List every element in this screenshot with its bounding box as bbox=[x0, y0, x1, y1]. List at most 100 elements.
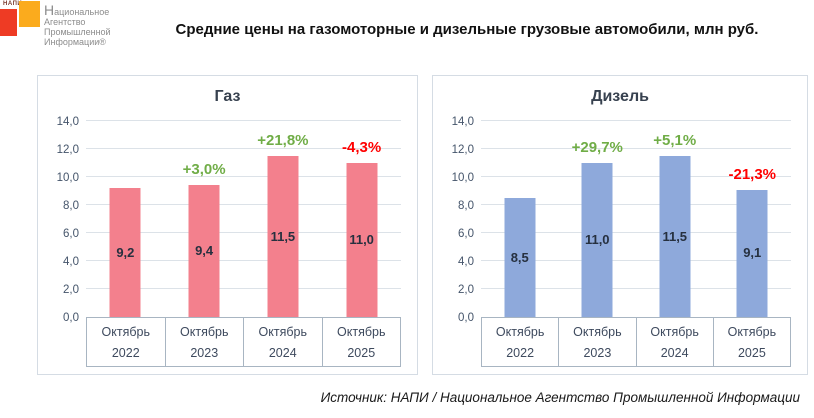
plot-cells: 9,2 9,4 +3,0% 11,5 +21,8% 11,0 -4,3% bbox=[86, 121, 401, 317]
bar: 8,5 bbox=[504, 198, 536, 317]
bar-value-label: 11,0 bbox=[584, 232, 610, 247]
gridline bbox=[86, 288, 401, 289]
bar: 11,0 bbox=[346, 163, 378, 317]
x-month-label: Октябрь bbox=[258, 325, 307, 339]
y-tick-label: 4,0 bbox=[458, 256, 474, 268]
y-tick-label: 10,0 bbox=[451, 172, 474, 184]
chart-title: Дизель bbox=[591, 88, 649, 105]
chart-body: 0,0 2,0 4,0 6,0 8,0 10,0 12,0 14,0 8,5 11,0 +29,7… bbox=[433, 116, 807, 324]
header: НАПИ Национальное Агентство Промышленной… bbox=[0, 0, 814, 75]
bar-cell: 8,5 bbox=[481, 121, 559, 317]
y-tick-label: 2,0 bbox=[63, 284, 79, 296]
logo-red-square bbox=[0, 9, 17, 36]
pct-change-label: +29,7% bbox=[571, 139, 623, 156]
gridline bbox=[86, 176, 401, 177]
pct-change-label: +3,0% bbox=[182, 161, 226, 179]
gridline bbox=[481, 204, 791, 205]
logo-text-line: Промышленной bbox=[44, 27, 111, 37]
x-category-label: Октябрь 2024 bbox=[243, 318, 322, 366]
x-category-label: Октябрь 2025 bbox=[712, 318, 790, 366]
gridline bbox=[86, 148, 401, 149]
logo-text: Национальное Агентство Промышленной Инфо… bbox=[44, 2, 111, 47]
y-tick-label: 8,0 bbox=[63, 200, 79, 212]
x-year-label: 2025 bbox=[737, 346, 766, 360]
gridline bbox=[481, 176, 791, 177]
bar: 11,5 bbox=[267, 156, 299, 317]
x-month-label: Октябрь bbox=[573, 325, 622, 339]
bar-value-label: 11,5 bbox=[270, 228, 296, 244]
bar-value-label: 11,0 bbox=[349, 232, 374, 247]
bar-cell: 11,0 -4,3% bbox=[322, 121, 401, 317]
pct-change-label: +5,1% bbox=[653, 132, 697, 149]
bar: 9,2 bbox=[109, 188, 141, 317]
y-tick-label: 6,0 bbox=[458, 228, 474, 240]
chart-body: 0,0 2,0 4,0 6,0 8,0 10,0 12,0 14,0 9,2 9,4 +3,0% 1… bbox=[38, 116, 417, 324]
gridline bbox=[481, 260, 791, 261]
gridline bbox=[481, 120, 791, 121]
bar-cell: 11,0 +29,7% bbox=[559, 121, 637, 317]
charts-row: Газ 0,0 2,0 4,0 6,0 8,0 10,0 12,0 14,0 9,2 9,4 +3… bbox=[37, 75, 814, 375]
x-month-label: Октябрь bbox=[650, 325, 699, 339]
plot-area: 8,5 11,0 +29,7% 11,5 +5,1% 9,1 -21,3% bbox=[481, 120, 791, 317]
chart-title: Газ bbox=[214, 88, 241, 105]
x-year-label: 2025 bbox=[347, 346, 376, 360]
bar-cell: 9,2 bbox=[86, 121, 165, 317]
chart-panel: Дизель 0,0 2,0 4,0 6,0 8,0 10,0 12,0 14,0 8,5 11… bbox=[432, 75, 808, 375]
x-year-label: 2024 bbox=[268, 346, 297, 360]
bar: 9,4 bbox=[188, 185, 220, 317]
x-year-label: 2022 bbox=[111, 346, 140, 360]
x-category-label: Октябрь 2025 bbox=[321, 318, 401, 366]
x-axis: Октябрь 2022 Октябрь 2023 Октябрь 2024 Октябрь… bbox=[481, 317, 791, 367]
x-year-label: 2023 bbox=[583, 346, 612, 360]
bar-value-label: 9,1 bbox=[743, 245, 762, 261]
logo-text-line: Информации® bbox=[44, 37, 106, 47]
bar-value-label: 9,2 bbox=[116, 244, 135, 260]
x-month-label: Октябрь bbox=[180, 325, 229, 339]
bar-value-label: 11,5 bbox=[662, 228, 688, 244]
y-tick-label: 10,0 bbox=[56, 172, 79, 184]
y-tick-label: 14,0 bbox=[451, 116, 474, 128]
logo-text-line: Национальное bbox=[44, 2, 110, 18]
y-tick-label: 4,0 bbox=[63, 256, 79, 268]
x-month-label: Октябрь bbox=[337, 325, 386, 339]
plot-area: 9,2 9,4 +3,0% 11,5 +21,8% 11,0 -4,3% bbox=[86, 120, 401, 317]
page-title: Средние цены на газомоторные и дизельные… bbox=[175, 21, 759, 38]
y-axis: 0,0 2,0 4,0 6,0 8,0 10,0 12,0 14,0 bbox=[433, 116, 481, 324]
bar-cell: 9,1 -21,3% bbox=[714, 121, 792, 317]
gridline bbox=[86, 120, 401, 121]
y-tick-label: 8,0 bbox=[458, 200, 474, 212]
chart-panel: Газ 0,0 2,0 4,0 6,0 8,0 10,0 12,0 14,0 9,2 9,4 +3… bbox=[37, 75, 418, 375]
x-category-label: Октябрь 2023 bbox=[558, 318, 635, 366]
x-month-label: Октябрь bbox=[495, 325, 545, 339]
x-category-label: Октябрь 2022 bbox=[482, 318, 558, 366]
napi-logo: НАПИ Национальное Агентство Промышленной… bbox=[0, 0, 150, 60]
bar-cell: 9,4 +3,0% bbox=[165, 121, 244, 317]
x-axis: Октябрь 2022 Октябрь 2023 Октябрь 2024 Октябрь… bbox=[86, 317, 401, 367]
y-tick-label: 12,0 bbox=[451, 144, 474, 156]
bar: 11,5 bbox=[659, 156, 691, 317]
plot-cells: 8,5 11,0 +29,7% 11,5 +5,1% 9,1 -21,3% bbox=[481, 121, 791, 317]
pct-change-label: -21,3% bbox=[728, 165, 777, 183]
gridline bbox=[86, 204, 401, 205]
x-year-label: 2024 bbox=[660, 346, 689, 360]
gridline bbox=[481, 288, 791, 289]
bar: 9,1 bbox=[736, 189, 768, 317]
pct-change-label: -4,3% bbox=[342, 139, 382, 156]
logo-text-line: Агентство bbox=[44, 17, 86, 27]
x-category-label: Октябрь 2022 bbox=[87, 318, 165, 366]
logo-orange-square bbox=[19, 1, 40, 27]
x-month-label: Октябрь bbox=[101, 325, 150, 339]
y-tick-label: 12,0 bbox=[56, 144, 79, 156]
y-axis: 0,0 2,0 4,0 6,0 8,0 10,0 12,0 14,0 bbox=[38, 116, 86, 324]
bar: 11,0 bbox=[581, 163, 613, 317]
pct-change-label: +21,8% bbox=[257, 132, 309, 149]
x-year-label: 2022 bbox=[506, 346, 535, 360]
x-month-label: Октябрь bbox=[727, 325, 777, 339]
y-tick-label: 14,0 bbox=[56, 116, 79, 128]
gridline bbox=[481, 148, 791, 149]
logo-acronym: НАПИ bbox=[3, 1, 23, 7]
y-tick-label: 6,0 bbox=[63, 228, 79, 240]
x-year-label: 2023 bbox=[190, 346, 219, 360]
y-tick-label: 2,0 bbox=[458, 284, 474, 296]
bar-value-label: 8,5 bbox=[510, 249, 529, 265]
